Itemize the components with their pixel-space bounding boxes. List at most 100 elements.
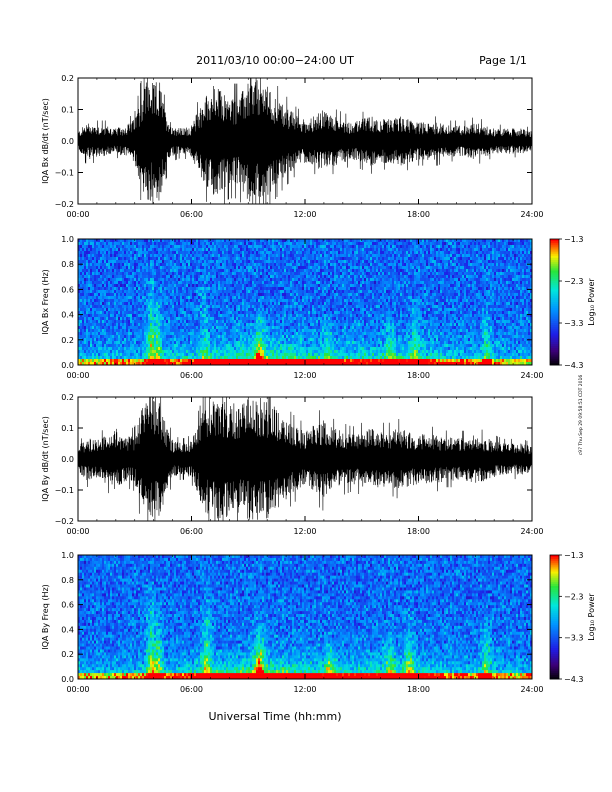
spectrogram-cell [90,299,93,303]
spectrogram-cell [302,245,305,249]
spectrogram-cell [302,302,305,306]
spectrogram-cell [168,326,171,330]
spectrogram-cell [252,257,255,261]
spectrogram-cell [78,239,81,243]
spectrogram-cell [296,278,299,282]
spectrogram-cell [146,266,149,270]
spectrogram-cell [134,329,137,333]
spectrogram-cell [234,353,237,357]
spectrogram-cell [244,329,247,333]
spectrogram-cell [190,332,193,336]
spectrogram-cell [306,344,309,348]
spectrogram-cell [242,338,245,342]
spectrogram-cell [266,359,269,363]
spectrogram-cell [186,353,189,357]
spectrogram-cell [252,308,255,312]
spectrogram-cell [122,245,125,249]
spectrogram-cell [302,356,305,360]
spectrogram-cell [164,329,167,333]
spectrogram-cell [298,263,301,267]
spectrogram-cell [178,308,181,312]
spectrogram-cell [94,305,97,309]
spectrogram-cell [208,314,211,318]
spectrogram-cell [136,332,139,336]
spectrogram-cell [90,320,93,324]
spectrogram-cell [234,290,237,294]
spectrogram-cell [274,284,277,288]
spectrogram-cell [114,239,117,243]
spectrogram-cell [306,269,309,273]
spectrogram-cell [210,251,213,255]
spectrogram-cell [128,239,131,243]
spectrogram-cell [254,314,257,318]
spectrogram-cell [142,338,145,342]
spectrogram-cell [140,245,143,249]
spectrogram-cell [280,248,283,252]
spectrogram-cell [220,278,223,282]
spectrogram-cell [284,284,287,288]
spectrogram-cell [148,326,151,330]
spectrogram-cell [196,266,199,270]
spectrogram-cell [302,284,305,288]
spectrogram-cell [104,323,107,327]
spectrogram-cell [160,251,163,255]
spectrogram-cell [286,269,289,273]
spectrogram-cell [266,350,269,354]
spectrogram-cell [122,296,125,300]
spectrogram-cell [196,341,199,345]
spectrogram-cell [130,350,133,354]
spectrogram-cell [294,341,297,345]
spectrogram-cell [202,341,205,345]
spectrogram-cell [248,329,251,333]
spectrogram-cell [110,269,113,273]
spectrogram-cell [168,323,171,327]
spectrogram-cell [260,257,263,261]
spectrogram-cell [184,272,187,276]
spectrogram-cell [266,338,269,342]
spectrogram-cell [100,287,103,291]
spectrogram-cell [198,248,201,252]
spectrogram-cell [168,251,171,255]
spectrogram-cell [152,242,155,246]
spectrogram-cell [152,317,155,321]
spectrogram-cell [250,242,253,246]
spectrogram-cell [304,332,307,336]
spectrogram-cell [204,323,207,327]
spectrogram-cell [198,254,201,258]
spectrogram-cell [210,359,213,363]
spectrogram-cell [296,329,299,333]
spectrogram-cell [304,329,307,333]
spectrogram-cell [270,287,273,291]
spectrogram-cell [104,359,107,363]
spectrogram-cell [286,263,289,267]
spectrogram-cell [164,311,167,315]
spectrogram-cell [136,245,139,249]
spectrogram-cell [174,335,177,339]
spectrogram-cell [154,341,157,345]
spectrogram-cell [172,284,175,288]
spectrogram-cell [104,329,107,333]
spectrogram-cell [154,263,157,267]
spectrogram-cell [218,287,221,291]
spectrogram-cell [198,272,201,276]
spectrogram-cell [212,356,215,360]
spectrogram-cell [266,275,269,279]
spectrogram-cell [124,248,127,252]
spectrogram-cell [238,347,241,351]
spectrogram-cell [218,359,221,363]
spectrogram-cell [246,245,249,249]
spectrogram-cell [280,347,283,351]
spectrogram-cell [208,257,211,261]
spectrogram-cell [218,239,221,243]
spectrogram-cell [278,347,281,351]
spectrogram-cell [300,347,303,351]
spectrogram-cell [272,353,275,357]
spectrogram-cell [140,350,143,354]
spectrogram-cell [210,272,213,276]
spectrogram-cell [108,290,111,294]
spectrogram-cell [110,347,113,351]
spectrogram-cell [252,239,255,243]
spectrogram-cell [180,287,183,291]
spectrogram-cell [128,350,131,354]
spectrogram-cell [78,317,81,321]
